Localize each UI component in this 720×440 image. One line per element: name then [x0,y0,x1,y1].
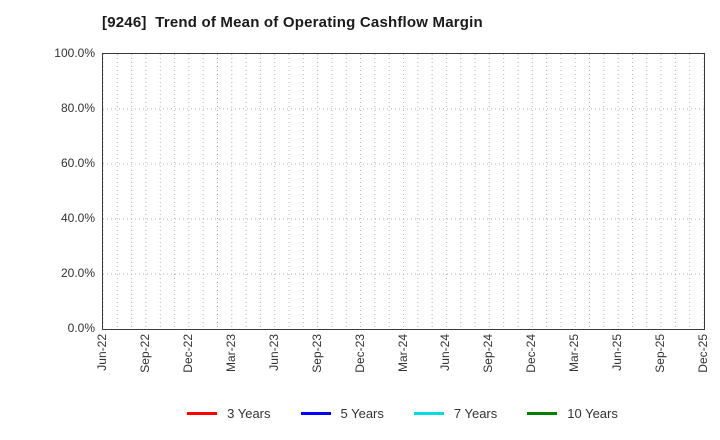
x-tick-label: Sep-24 [481,334,496,373]
x-tick-label: Sep-25 [653,334,668,373]
x-tick-label: Mar-25 [567,334,582,373]
x-tick-label: Sep-22 [137,334,152,373]
legend: 3 Years 5 Years 7 Years 10 Years [102,406,703,421]
x-tick-label: Dec-24 [524,334,539,373]
gridlines [103,54,704,329]
x-tick-label: Jun-24 [438,334,453,371]
legend-line-swatch [413,412,444,415]
y-tick-label: 20.0% [60,266,95,280]
y-tick-label: 80.0% [60,101,95,115]
legend-line-swatch [187,412,218,415]
legend-label: 7 Years [453,406,498,421]
x-tick-label: Jun-25 [610,334,625,371]
legend-label: 10 Years [567,406,618,421]
plot-area [102,53,705,330]
legend-label: 3 Years [227,406,271,421]
x-tick-label: Dec-25 [696,334,710,373]
x-tick-label: Mar-24 [395,334,410,373]
x-tick-label: Jun-22 [95,334,109,371]
legend-label: 5 Years [340,406,384,421]
legend-item: 3 Years [187,406,271,421]
x-tick-label: Mar-23 [223,334,238,373]
x-tick-label: Jun-23 [266,334,281,371]
legend-item: 7 Years [413,406,498,421]
y-tick-label: 40.0% [60,211,95,225]
y-tick-label: 100.0% [54,46,95,60]
legend-item: 10 Years [527,406,618,421]
legend-line-swatch [300,412,331,415]
x-tick-label: Dec-23 [352,334,367,373]
chart-title: [9246] Trend of Mean of Operating Cashfl… [102,14,483,31]
legend-line-swatch [527,412,558,415]
legend-item: 5 Years [300,406,384,421]
y-tick-label: 60.0% [60,156,95,170]
y-tick-label: 0.0% [67,321,95,335]
x-tick-label: Dec-22 [180,334,195,373]
x-tick-label: Sep-23 [309,334,324,373]
